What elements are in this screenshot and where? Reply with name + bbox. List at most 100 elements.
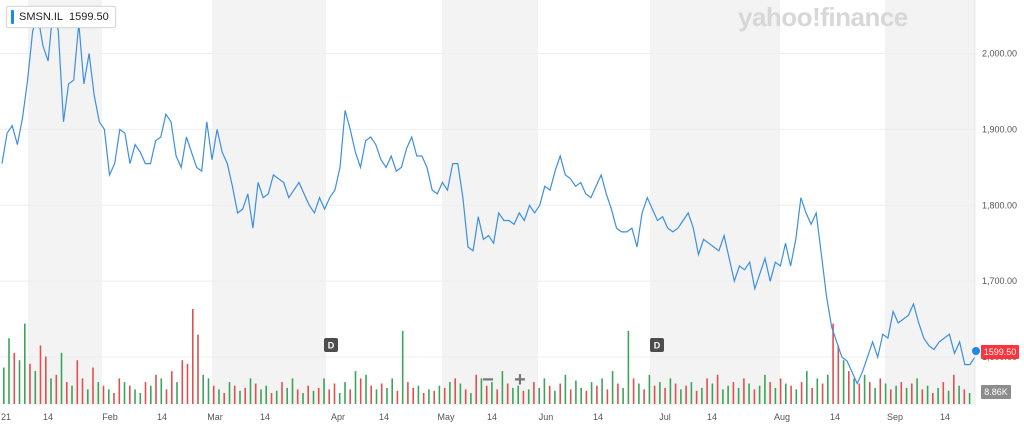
volume-bar bbox=[643, 389, 645, 404]
volume-bar bbox=[727, 385, 729, 404]
volume-bar bbox=[123, 382, 126, 404]
volume-bar bbox=[160, 378, 163, 404]
volume-bar bbox=[953, 374, 955, 404]
volume-bar bbox=[50, 378, 52, 404]
y-tick-label: 1,900.00 bbox=[982, 124, 1017, 134]
volume-bar bbox=[732, 382, 735, 404]
volume-bar bbox=[921, 389, 924, 404]
volume-bar bbox=[895, 385, 897, 404]
volume-bar bbox=[790, 385, 792, 404]
volume-bar bbox=[837, 345, 840, 404]
volume-bar bbox=[485, 385, 488, 404]
volume-bar bbox=[543, 378, 546, 404]
volume-bar bbox=[716, 374, 719, 404]
volume-bar bbox=[496, 389, 498, 404]
volume-bar bbox=[228, 382, 231, 404]
ticker-chip[interactable]: SMSN.IL 1599.50 bbox=[6, 6, 116, 28]
month-band bbox=[650, 0, 780, 405]
volume-bar bbox=[417, 385, 420, 404]
volume-bar bbox=[905, 387, 908, 404]
x-tick-label: Jul bbox=[659, 412, 671, 422]
volume-bar bbox=[165, 389, 168, 404]
x-tick-label: 21 bbox=[1, 412, 11, 422]
x-tick-label: May bbox=[437, 412, 455, 422]
volume-bar bbox=[113, 393, 115, 404]
last-price-dot bbox=[972, 347, 980, 355]
volume-bar bbox=[559, 383, 561, 404]
volume-bar bbox=[695, 390, 698, 404]
volume-bar bbox=[527, 389, 530, 404]
volume-bar bbox=[433, 390, 435, 404]
series-color-marker bbox=[11, 10, 14, 24]
volume-bar bbox=[349, 389, 351, 404]
volume-bar bbox=[386, 387, 388, 404]
volume-bar bbox=[879, 378, 882, 404]
y-tick-label: 2,000.00 bbox=[982, 49, 1017, 59]
volume-bar bbox=[627, 330, 630, 404]
volume-bar bbox=[611, 371, 614, 404]
volume-bar bbox=[538, 387, 540, 404]
month-band bbox=[28, 0, 102, 405]
yahoo-finance-logo: yahoo!finance bbox=[738, 2, 908, 32]
zoom-in-button[interactable]: + bbox=[514, 368, 526, 391]
volume-bar bbox=[648, 374, 651, 404]
volume-bar bbox=[18, 360, 21, 404]
volume-bar bbox=[171, 371, 173, 404]
volume-bar bbox=[29, 363, 31, 404]
volume-bar bbox=[869, 382, 871, 404]
volume-bar bbox=[491, 382, 493, 404]
volume-bar bbox=[233, 385, 236, 404]
volume-bar bbox=[601, 378, 603, 404]
volume-bar bbox=[470, 393, 472, 404]
x-tick-label: Aug bbox=[774, 412, 790, 422]
volume-bar bbox=[296, 389, 299, 404]
volume-bar bbox=[244, 387, 246, 404]
volume-bar bbox=[71, 385, 73, 404]
volume-bar bbox=[701, 387, 703, 404]
volume-bar bbox=[317, 387, 320, 404]
volume-bar bbox=[254, 383, 257, 404]
volume-bar bbox=[942, 382, 945, 404]
volume-bar bbox=[76, 360, 79, 404]
volume-bar bbox=[459, 383, 462, 404]
month-band bbox=[212, 0, 326, 405]
volume-bar bbox=[848, 371, 850, 404]
x-tick-label: 14 bbox=[593, 412, 603, 422]
volume-bar bbox=[197, 334, 199, 404]
zoom-out-button[interactable]: − bbox=[482, 368, 494, 391]
volume-bar bbox=[443, 387, 446, 404]
price-line bbox=[1, 7, 976, 386]
volume-bar bbox=[706, 378, 708, 404]
volume-bar bbox=[590, 382, 593, 404]
dividend-marker-label: D bbox=[328, 341, 335, 351]
volume-bar bbox=[947, 390, 950, 404]
volume-bar bbox=[223, 393, 225, 404]
volume-bar bbox=[564, 374, 567, 404]
x-tick-label: 14 bbox=[940, 412, 950, 422]
volume-bar bbox=[617, 383, 619, 404]
volume-bar bbox=[359, 378, 362, 404]
volume-bar bbox=[795, 389, 798, 404]
volume-bar bbox=[81, 378, 84, 404]
volume-bar bbox=[302, 393, 304, 404]
volume-bar bbox=[380, 383, 383, 404]
volume-bar bbox=[842, 360, 845, 404]
volume-bar bbox=[874, 387, 876, 404]
volume-bar bbox=[853, 378, 855, 404]
x-tick-label: Sep bbox=[887, 412, 903, 422]
volume-bar bbox=[806, 371, 808, 404]
volume-bar bbox=[181, 360, 184, 404]
volume-bar bbox=[39, 345, 42, 404]
volume-bar bbox=[737, 387, 740, 404]
volume-bar bbox=[517, 385, 519, 404]
volume-bar bbox=[779, 378, 782, 404]
volume-bar bbox=[155, 374, 157, 404]
volume-bar bbox=[407, 382, 409, 404]
volume-bar bbox=[669, 378, 672, 404]
volume-bar bbox=[932, 393, 934, 404]
volume-bar bbox=[827, 374, 829, 404]
y-tick-label: 1,800.00 bbox=[982, 200, 1017, 210]
volume-bar bbox=[144, 382, 147, 404]
volume-bar bbox=[480, 378, 483, 404]
